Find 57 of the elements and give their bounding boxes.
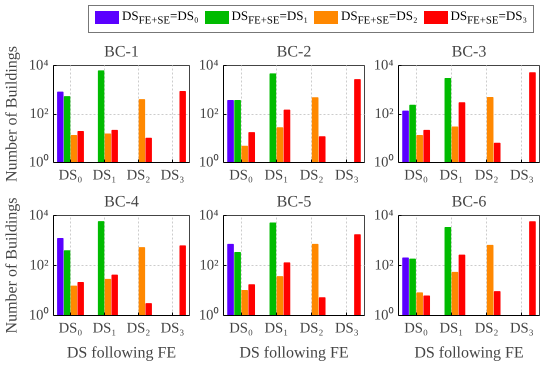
- x-tick-label: DS₂: [474, 168, 499, 184]
- y-tick-label: 10²: [374, 106, 394, 122]
- x-tick-label: DS₁: [439, 320, 464, 336]
- y-tick-label: 10²: [199, 106, 220, 122]
- x-tick-label: DS₀: [404, 320, 428, 336]
- x-axis-title: DS following FE: [414, 344, 524, 362]
- chart-title: BC-6: [452, 194, 486, 210]
- x-tick-label: DS₀: [404, 168, 428, 184]
- y-tick-label: 10⁰: [198, 154, 218, 170]
- x-tick-label: DS₀: [58, 320, 82, 336]
- x-tick-label: DS₃: [510, 168, 534, 184]
- x-tick-label: DS₂: [126, 168, 150, 184]
- y-tick-label: 10²: [29, 258, 50, 274]
- y-tick-label: 10⁰: [28, 306, 48, 324]
- y-tick-label: 10²: [199, 258, 220, 274]
- x-tick-label: DS₂: [300, 320, 324, 336]
- y-tick-label: 10⁴: [198, 208, 219, 224]
- y-axis-title: Number of Buildings: [4, 197, 21, 334]
- y-tick-label: 10⁴: [198, 58, 219, 74]
- chart-title: BC-5: [276, 194, 312, 210]
- chart-title: BC-3: [452, 44, 486, 60]
- y-tick-label: 10⁴: [374, 58, 394, 74]
- y-tick-label: 10⁰: [374, 154, 394, 170]
- legend-label: DS$_{FE+SE}$=DS₁: [232, 8, 308, 27]
- y-tick-label: 10⁰: [198, 306, 218, 324]
- x-tick-label: DS₃: [160, 168, 184, 184]
- y-tick-label: 10⁴: [374, 208, 394, 224]
- legend-label: DS$_{FE+SE}$=DS₀: [122, 8, 198, 27]
- x-tick-label: DS₀: [58, 168, 82, 184]
- y-tick-label: 10²: [29, 106, 50, 122]
- x-tick-label: DS₂: [474, 320, 499, 336]
- x-tick-label: DS₁: [264, 320, 288, 336]
- y-tick-label: 10⁴: [28, 58, 49, 74]
- legend-label: DS$_{FE+SE}$=DS₂: [341, 8, 418, 27]
- x-tick-label: DS₃: [334, 168, 359, 184]
- x-tick-label: DS₂: [300, 168, 324, 184]
- chart-title: BC-2: [276, 44, 312, 60]
- y-axis-title: Number of Buildings: [4, 46, 21, 182]
- chart-title: BC-4: [104, 194, 139, 210]
- x-tick-label: DS₁: [264, 168, 288, 184]
- x-tick-label: DS₃: [160, 320, 184, 336]
- x-axis-title: DS following FE: [239, 344, 349, 362]
- x-tick-label: DS₁: [92, 320, 116, 336]
- y-tick-label: 10⁴: [28, 208, 49, 224]
- x-axis-title: DS following FE: [66, 344, 176, 362]
- x-tick-label: DS₃: [510, 320, 534, 336]
- chart-title: BC-1: [104, 44, 139, 60]
- y-tick-label: 10⁰: [374, 306, 394, 324]
- y-tick-label: 10⁰: [28, 154, 48, 170]
- legend-label: DS$_{FE+SE}$=DS₃: [450, 8, 527, 27]
- y-tick-label: 10²: [374, 258, 394, 274]
- x-tick-label: DS₀: [229, 168, 254, 184]
- x-tick-label: DS₁: [92, 168, 116, 184]
- x-tick-label: DS₀: [229, 320, 254, 336]
- x-tick-label: DS₃: [334, 320, 359, 336]
- x-tick-label: DS₁: [439, 168, 464, 184]
- x-tick-label: DS₂: [126, 320, 150, 336]
